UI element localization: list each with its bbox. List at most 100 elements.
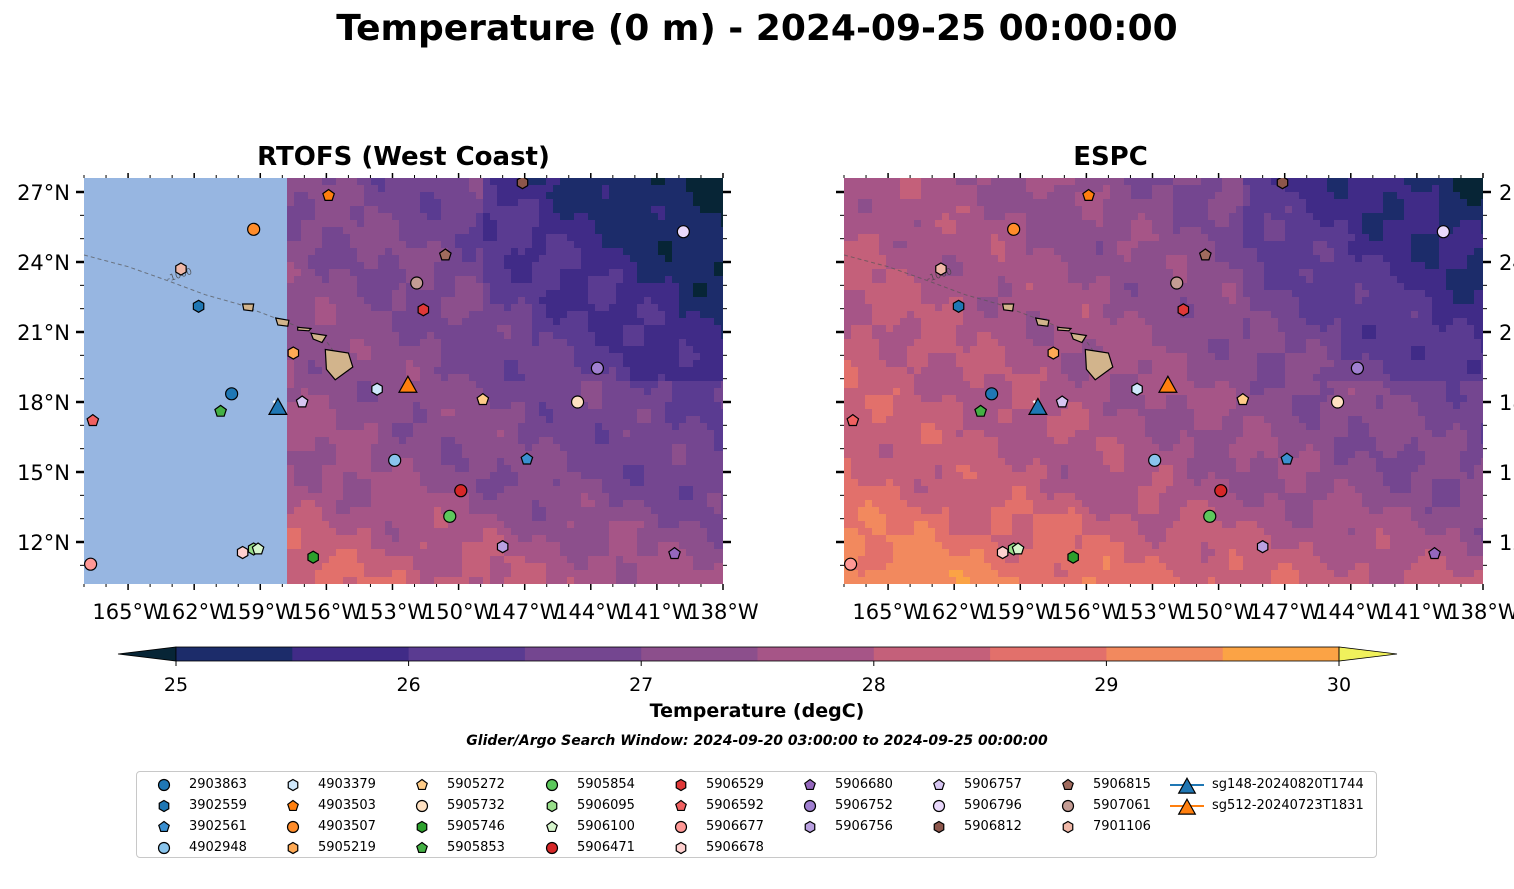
temperature-field-rtofs: -1000 — [84, 178, 723, 584]
legend-marker-shape — [804, 820, 816, 834]
lon-tick-label: 141°W — [621, 600, 693, 624]
temperature-field-espc: -1000 — [844, 178, 1483, 584]
colorbar-tick-label: 26 — [397, 674, 421, 696]
float-5906529 — [417, 303, 430, 317]
legend-marker-shape — [675, 841, 687, 855]
lon-tick-label: 144°W — [555, 600, 627, 624]
legend-marker-shape — [415, 799, 429, 813]
float-5907061 — [410, 276, 424, 290]
float-4903507 — [247, 222, 261, 236]
legend-label: 5905732 — [447, 798, 505, 813]
search-window-note: Glider/Argo Search Window: 2024-09-20 03… — [466, 733, 1048, 749]
legend-marker — [1062, 778, 1074, 791]
legend-marker-shape — [158, 820, 170, 833]
legend-label: 5905219 — [318, 840, 376, 855]
colorbar-bin — [1222, 647, 1340, 661]
glider-sg148-20240820T1744 — [1027, 397, 1048, 415]
float-5906796 — [676, 225, 690, 239]
legend-marker — [804, 778, 816, 791]
legend-label: 4903503 — [318, 798, 376, 813]
legend-marker — [932, 799, 946, 813]
legend-marker-shape — [416, 841, 428, 854]
colorbar: 25 26 27 28 29 30 — [117, 646, 1398, 696]
float-5906757 — [1055, 395, 1069, 408]
legend-marker-shape — [1177, 798, 1197, 815]
panel-title-rtofs: RTOFS (West Coast) — [257, 142, 550, 172]
float-5906815 — [1198, 248, 1212, 261]
legend-label: 5906752 — [835, 798, 893, 813]
legend-marker-shape — [675, 778, 687, 792]
legend-marker-shape — [416, 778, 428, 791]
lat-tick-label: 27°N — [17, 181, 70, 205]
legend-marker-shape — [158, 799, 170, 813]
legend-marker — [803, 799, 817, 813]
legend-marker — [286, 820, 300, 834]
lat-tick-label: 24°N — [1499, 251, 1514, 275]
legend-marker-shape — [1061, 799, 1075, 813]
legend-label: 3902559 — [189, 798, 247, 813]
legend-marker — [804, 820, 816, 834]
lon-tick-label: 147°W — [489, 600, 561, 624]
lon-tick-label: 165°W — [852, 600, 924, 624]
float-5905272 — [476, 392, 490, 406]
glider-sg512-20240723T1831 — [397, 375, 418, 393]
legend-marker-shape — [545, 778, 559, 792]
float-3902559 — [192, 299, 205, 314]
legend-label: 4903507 — [318, 819, 376, 834]
lon-tick-label: 147°W — [1249, 600, 1321, 624]
legend-marker — [158, 820, 170, 833]
lon-tick-label: 141°W — [1381, 600, 1453, 624]
legend-label: 5906471 — [577, 840, 635, 855]
legend-marker-shape — [1062, 778, 1074, 791]
island-hawaii — [324, 348, 354, 381]
colorbar-bin — [408, 647, 526, 661]
legend-marker-shape — [674, 820, 688, 834]
legend-marker — [546, 820, 558, 833]
legend-marker-shape — [675, 799, 687, 812]
legend-label: 5905854 — [577, 777, 635, 792]
float-5906100 — [1011, 542, 1025, 555]
legend-marker — [1061, 799, 1075, 813]
float-4903503 — [1082, 188, 1095, 201]
legend-marker-shape — [545, 841, 559, 855]
colorbar-bin — [757, 647, 875, 661]
float-5906678 — [996, 545, 1009, 560]
float-5905732 — [1330, 395, 1345, 409]
legend-marker — [675, 799, 687, 812]
float-5906812 — [1276, 178, 1289, 190]
float-5906677 — [844, 557, 858, 571]
legend-label: 5906757 — [964, 777, 1022, 792]
float-5905854 — [443, 509, 457, 523]
legend-marker — [675, 841, 687, 855]
colorbar-bin — [873, 647, 991, 661]
float-5907061 — [1170, 276, 1184, 290]
lon-tick-label: 153°W — [357, 600, 429, 624]
colorbar-tick-label: 25 — [164, 674, 188, 696]
legend-marker — [287, 799, 299, 812]
float-3902561 — [1280, 452, 1294, 465]
lon-tick-label: 153°W — [1117, 600, 1189, 624]
float-5906756 — [1256, 539, 1269, 554]
float-4902948 — [388, 453, 402, 467]
colorbar-tick-label: 28 — [862, 674, 886, 696]
legend-label: 5905272 — [447, 777, 505, 792]
legend-marker — [157, 778, 171, 792]
float-5905853 — [974, 404, 988, 417]
lon-tick-label: 156°W — [1051, 600, 1123, 624]
legend-marker-shape — [157, 778, 171, 792]
legend-label: sg148-20240820T1744 — [1212, 777, 1364, 792]
float-2903863 — [985, 387, 999, 401]
legend-label: 5905853 — [447, 840, 505, 855]
colorbar-bin — [524, 647, 642, 661]
lon-tick-label: 138°W — [687, 600, 759, 624]
float-5906756 — [496, 539, 509, 554]
colorbar-tick-label: 29 — [1094, 674, 1118, 696]
legend-marker — [287, 841, 299, 855]
map-panel-espc: -1000 165°W162°W159°W156°W153°W150°W147°W… — [836, 173, 1514, 624]
island-maui — [1070, 332, 1088, 344]
colorbar-bin — [176, 647, 293, 661]
float-3902559 — [952, 299, 965, 314]
lat-tick-label: 15°N — [17, 461, 70, 485]
lat-tick-label: 18°N — [1499, 391, 1514, 415]
float-5906677 — [84, 557, 98, 571]
